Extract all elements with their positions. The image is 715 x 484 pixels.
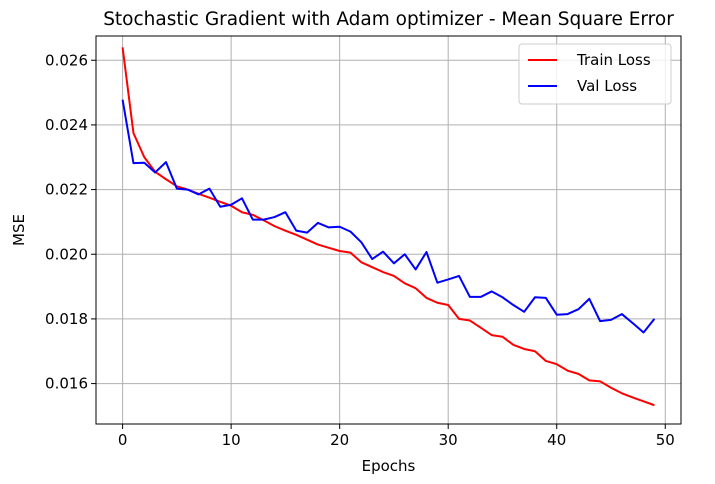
x-tick-label: 50 xyxy=(656,431,675,449)
grid xyxy=(96,36,681,424)
y-tick-label: 0.018 xyxy=(45,310,88,328)
y-tick-label: 0.026 xyxy=(45,51,88,69)
y-tick-label: 0.020 xyxy=(45,245,88,263)
legend-label-val-loss: Val Loss xyxy=(577,77,637,95)
chart-title: Stochastic Gradient with Adam optimizer … xyxy=(103,9,674,30)
axis-ticks: 0 10 20 30 40 50 0.016 0.018 0.020 0.022 0.024 0.02… xyxy=(45,51,675,449)
series-line-train-loss xyxy=(121,47,655,407)
legend-label-train-loss: Train Loss xyxy=(576,51,651,69)
x-axis-label: Epochs xyxy=(362,457,416,475)
y-tick-label: 0.022 xyxy=(45,181,88,199)
x-tick-label: 10 xyxy=(222,431,241,449)
legend: Train Loss Val Loss xyxy=(518,43,672,105)
y-tick-label: 0.016 xyxy=(45,375,88,393)
y-tick-label: 0.024 xyxy=(45,116,88,134)
series-line-val-loss xyxy=(121,99,656,334)
x-tick-label: 20 xyxy=(330,431,349,449)
x-tick-label: 0 xyxy=(118,431,128,449)
x-tick-label: 30 xyxy=(439,431,458,449)
y-axis-label: MSE xyxy=(10,214,28,246)
plot-frame xyxy=(95,35,682,425)
series-lines xyxy=(121,47,656,407)
x-tick-label: 40 xyxy=(547,431,566,449)
